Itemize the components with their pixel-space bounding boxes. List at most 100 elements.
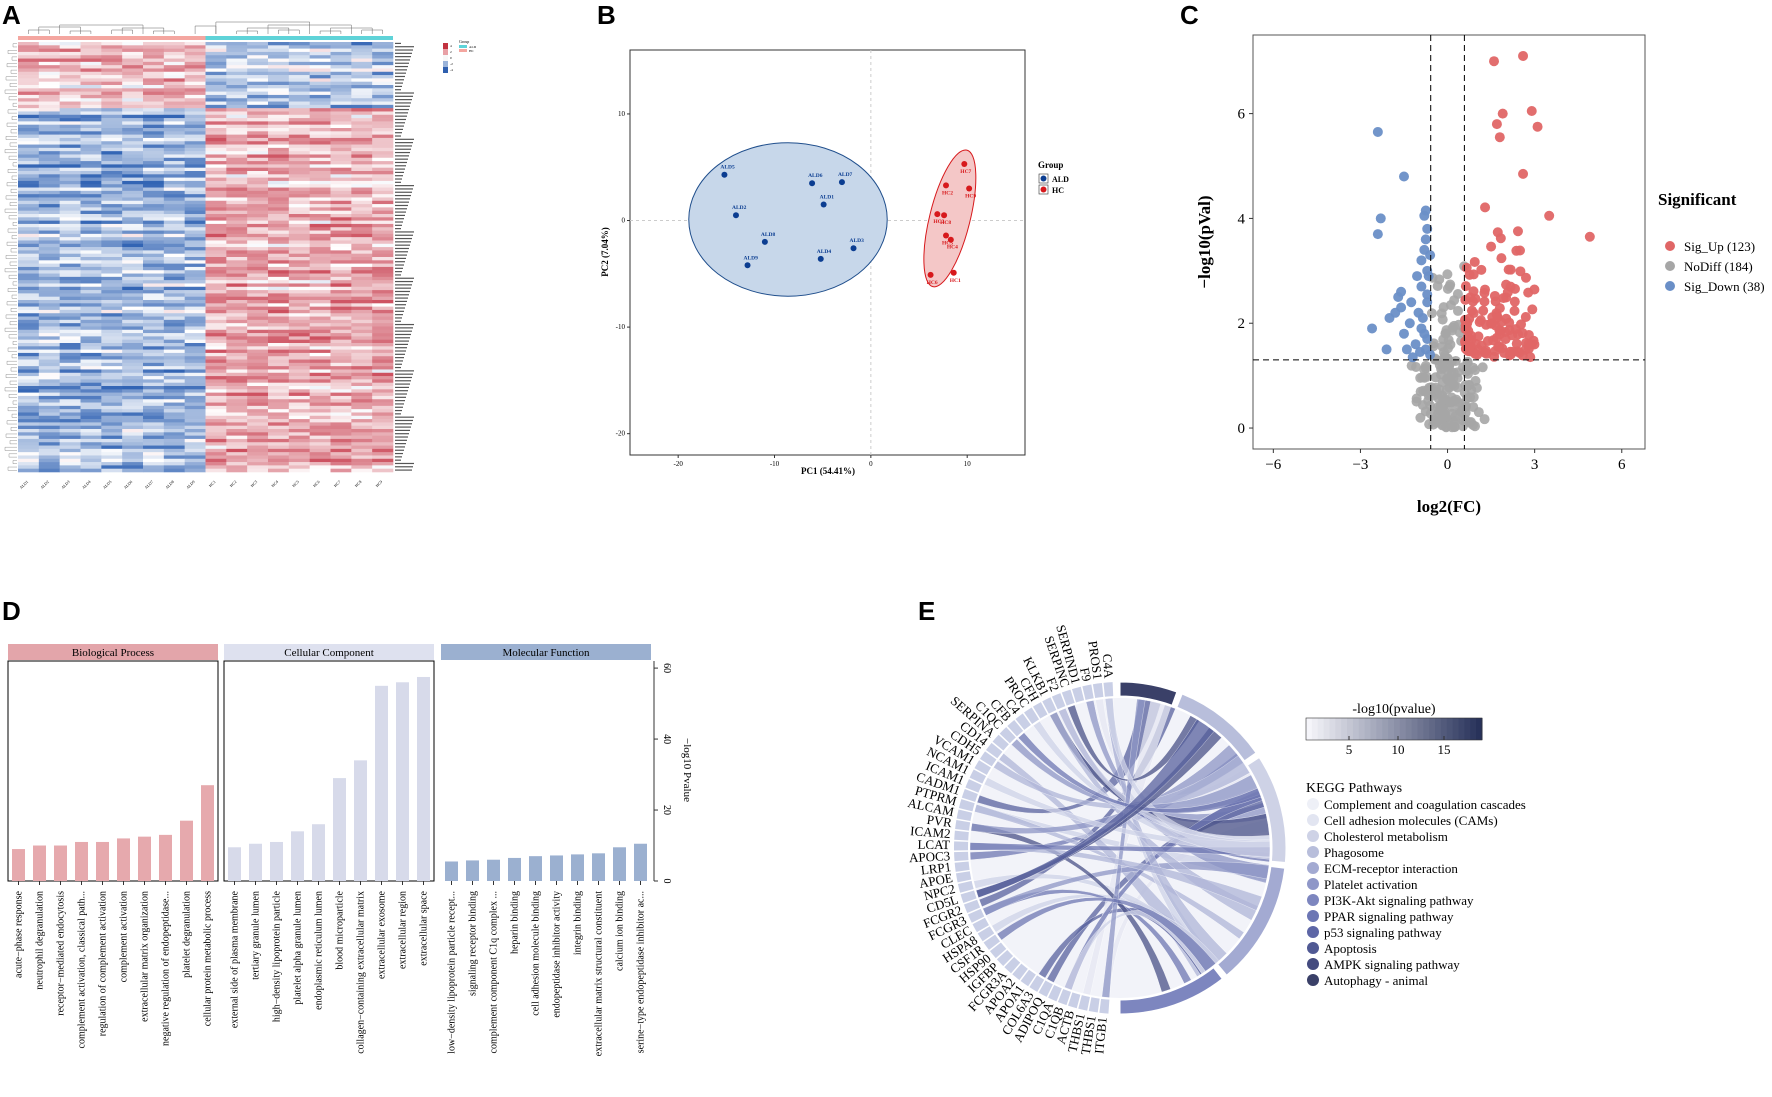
heatmap-cell (268, 429, 290, 433)
heatmap-row-label-mark (395, 198, 410, 200)
heatmap-cell (122, 306, 144, 311)
heatmap-cell (59, 124, 81, 129)
heatmap-row-label-mark (395, 102, 411, 104)
heatmap-cell (226, 386, 248, 390)
volcano-point-down (1419, 328, 1430, 339)
heatmap-cell (247, 316, 269, 321)
heatmap-cell (18, 372, 40, 377)
heatmap-cell (330, 369, 352, 374)
volcano-point-nodiff (1442, 373, 1453, 384)
heatmap-cell (268, 458, 290, 463)
heatmap-cell (226, 167, 248, 172)
heatmap-cell (268, 349, 290, 354)
heatmap-cell (184, 88, 206, 92)
volcano-point-nodiff (1411, 361, 1422, 372)
chord-gene-arc (1032, 702, 1048, 719)
heatmap-cell (59, 339, 81, 344)
heatmap-cell (205, 247, 227, 251)
heatmap-cell (247, 425, 269, 430)
heatmap-cell (372, 233, 394, 238)
heatmap-colorscale-label: 4 (450, 44, 452, 48)
heatmap-cell (163, 382, 185, 387)
heatmap-cell (309, 151, 331, 155)
heatmap-row-label-mark (395, 234, 413, 236)
heatmap-legend-title: Group (459, 39, 469, 44)
heatmap-cell (268, 359, 290, 364)
volcano-point-nodiff (1452, 382, 1463, 393)
heatmap-cell (80, 303, 102, 307)
heatmap-cell (330, 468, 352, 473)
heatmap-cell (247, 253, 269, 258)
heatmap-cell (372, 197, 394, 202)
volcano-point-up (1544, 210, 1555, 221)
heatmap-cell (80, 61, 102, 66)
heatmap-cell (59, 376, 81, 380)
heatmap-cell (143, 55, 165, 59)
heatmap-cell (351, 389, 373, 393)
heatmap-cell (247, 180, 269, 185)
heatmap-cell (184, 101, 206, 106)
heatmap-cell (38, 455, 60, 460)
chord-gene-arc (996, 949, 1014, 966)
volcano-point-nodiff (1460, 380, 1471, 391)
dendrogram-link (7, 169, 17, 173)
heatmap-row-label-mark (395, 360, 403, 362)
heatmap-cell (309, 412, 331, 417)
volcano-point-up (1501, 279, 1512, 290)
volcano-point-up (1460, 320, 1471, 331)
heatmap-cell (351, 362, 373, 367)
heatmap-cell (268, 104, 290, 109)
volcano-point-nodiff (1430, 372, 1441, 383)
heatmap-cell (101, 276, 123, 281)
heatmap-cell (80, 399, 102, 403)
heatmap-cell (288, 45, 310, 49)
heatmap-cell (372, 157, 394, 162)
dendrogram-link (9, 83, 17, 87)
pca-point (838, 179, 845, 186)
heatmap-row-label-mark (395, 108, 409, 111)
heatmap-cell (226, 369, 248, 374)
heatmap-cell (101, 419, 123, 423)
heatmap-cell (143, 445, 165, 450)
chord-ribbon (978, 704, 1176, 908)
heatmap-cell (122, 174, 144, 178)
heatmap-cell (143, 154, 165, 159)
volcano-point-nodiff (1437, 420, 1448, 431)
heatmap-row-label-mark (395, 383, 410, 385)
volcano-point-up (1490, 320, 1501, 331)
heatmap-cell (184, 210, 206, 215)
heatmap-cell (80, 405, 102, 410)
heatmap-cell (268, 339, 290, 344)
heatmap-cell (59, 51, 81, 56)
volcano-point-up (1494, 341, 1505, 352)
chord-legend-label: Apoptosis (1324, 941, 1377, 956)
heatmap-cell (184, 171, 206, 175)
heatmap-cell (122, 204, 144, 208)
heatmap-cell (59, 276, 81, 281)
heatmap-cell (309, 316, 331, 321)
chord-gene-arc (1015, 713, 1031, 730)
volcano-point-up (1479, 296, 1490, 307)
heatmap-cell (247, 220, 269, 225)
heatmap-cell (309, 42, 331, 46)
heatmap-cell (309, 376, 331, 380)
heatmap-cell (288, 462, 310, 466)
heatmap-cell (163, 197, 185, 202)
chord-gene-arc (1007, 720, 1024, 737)
heatmap-cell (309, 131, 331, 135)
volcano-point-nodiff (1440, 414, 1451, 425)
volcano-point-nodiff (1461, 401, 1472, 412)
heatmap-cell (372, 237, 394, 241)
heatmap-cell (330, 157, 352, 162)
heatmap-cell (309, 422, 331, 426)
heatmap-cell (247, 442, 269, 446)
heatmap-cell (184, 432, 206, 436)
chord-gene-label: VCAM1 (931, 732, 978, 768)
heatmap-cell (309, 190, 331, 195)
heatmap-cell (351, 161, 373, 165)
heatmap-cell (163, 48, 185, 53)
heatmap-cell (122, 101, 144, 106)
heatmap-row-label-mark (395, 466, 413, 468)
heatmap-cell (226, 81, 248, 86)
heatmap-cell (184, 81, 206, 86)
